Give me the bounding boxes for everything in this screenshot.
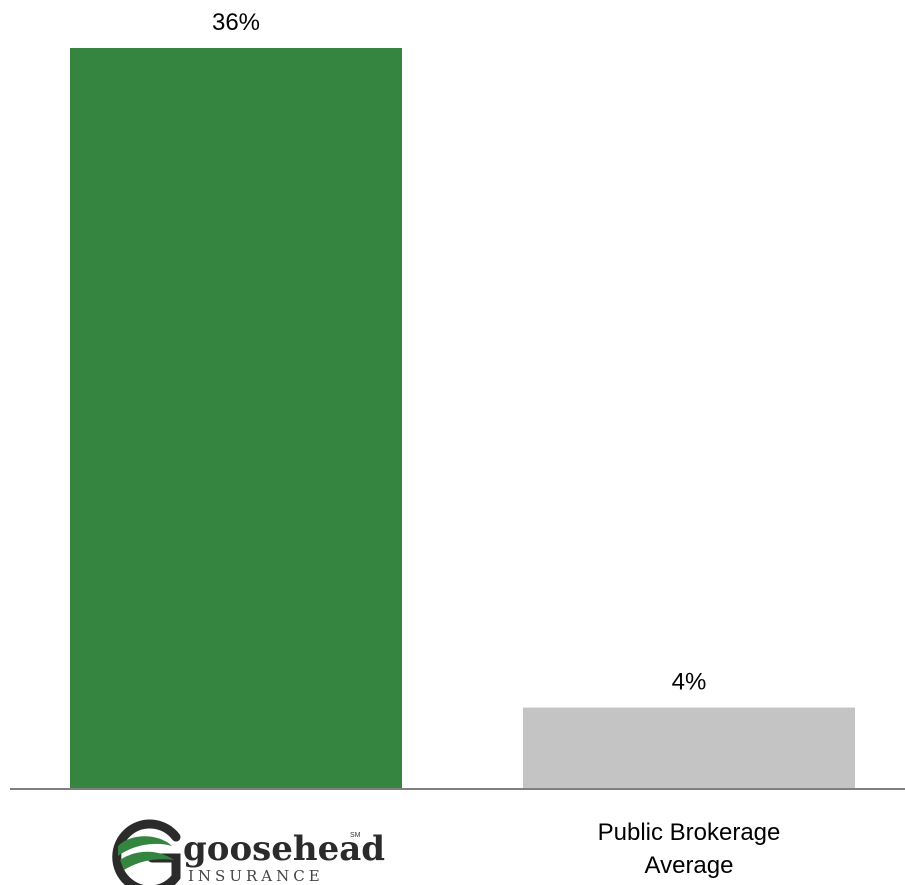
value-label-1: 36% [212,9,260,36]
bars-layer [68,46,857,790]
category-label-2: Public Brokerage Average [598,819,781,879]
category-label-2-line-2: Average [645,852,734,879]
logo-wordmark: goosehead [183,829,385,869]
logo-service-mark: SM [350,832,361,839]
bar-2 [521,705,857,790]
logo-subtext: INSURANCE [188,867,324,885]
logo-g-outer [112,819,181,885]
bar-1 [68,46,404,790]
logo-leaf-top [118,836,172,856]
value-labels-layer: 36% 4% [212,9,706,696]
category-label-2-line-1: Public Brokerage [598,819,781,846]
logo-leaf-bottom [120,851,174,870]
value-label-2: 4% [672,669,707,696]
goosehead-logo-mark [112,819,181,885]
